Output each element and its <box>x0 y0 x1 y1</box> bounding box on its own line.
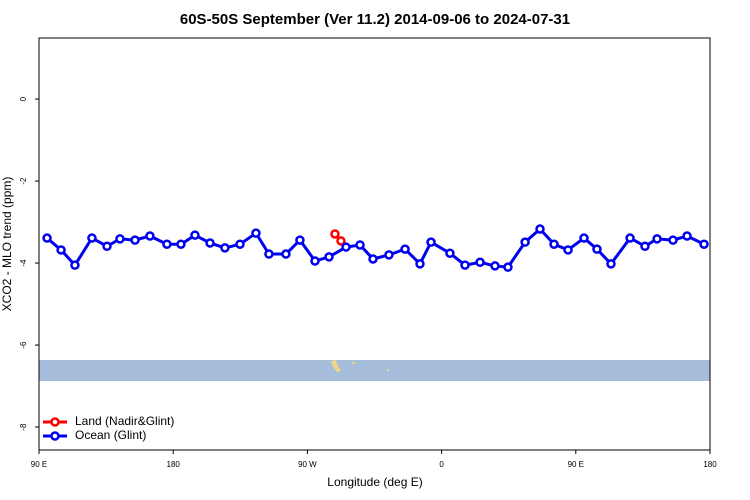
data-point <box>70 260 80 270</box>
x-tick-label: 180 <box>167 460 181 469</box>
legend-label: Land (Nadir&Glint) <box>75 414 174 428</box>
chart-title: 60S-50S September (Ver 11.2) 2014-09-06 … <box>180 11 570 28</box>
data-point <box>668 235 678 245</box>
data-point <box>324 252 334 262</box>
data-point <box>264 249 274 259</box>
data-point <box>460 260 470 270</box>
legend-marker <box>50 431 60 441</box>
data-point <box>190 230 200 240</box>
map-strip <box>39 360 710 381</box>
data-point <box>400 244 410 254</box>
y-tick-label: -8 <box>19 423 28 431</box>
data-point <box>475 257 485 267</box>
data-point <box>205 238 215 248</box>
data-point <box>368 254 378 264</box>
x-tick-label: 0 <box>439 460 444 469</box>
x-tick-label: 180 <box>703 460 717 469</box>
data-point <box>652 234 662 244</box>
data-point <box>355 240 365 250</box>
data-point <box>42 233 52 243</box>
data-point <box>145 231 155 241</box>
data-point <box>640 241 650 252</box>
data-point <box>102 241 112 252</box>
y-tick-label: -4 <box>19 259 28 267</box>
x-tick-label: 90 E <box>568 460 584 469</box>
legend-marker <box>50 417 60 427</box>
data-point <box>445 248 455 258</box>
x-axis-label: Longitude (deg E) <box>327 475 422 489</box>
data-point <box>341 242 351 252</box>
data-point <box>56 245 66 255</box>
data-point <box>535 224 545 234</box>
data-point <box>310 256 320 266</box>
data-point <box>699 239 709 249</box>
y-tick-label: -6 <box>19 341 28 349</box>
x-tick-label: 90 W <box>298 460 317 469</box>
y-axis-label: XCO2 - MLO trend (ppm) <box>0 177 14 312</box>
legend-label: Ocean (Glint) <box>75 428 146 442</box>
data-point <box>606 259 616 269</box>
data-point <box>579 233 589 243</box>
data-point <box>490 261 500 271</box>
data-point <box>87 233 97 243</box>
data-point <box>625 233 635 243</box>
data-point <box>415 259 425 269</box>
data-point <box>520 237 530 247</box>
y-tick-label: 0 <box>19 96 28 101</box>
data-point <box>592 244 602 254</box>
data-point <box>426 237 436 247</box>
y-tick-label: -2 <box>19 177 28 185</box>
data-point <box>384 250 394 260</box>
data-point <box>336 236 346 246</box>
data-point <box>115 234 125 244</box>
plot-frame <box>38 37 711 451</box>
data-point <box>220 243 230 253</box>
data-point <box>251 228 261 238</box>
data-point <box>162 239 172 249</box>
data-point <box>549 239 559 249</box>
data-point <box>503 262 513 272</box>
data-point <box>130 235 140 245</box>
x-tick-label: 90 E <box>31 460 47 469</box>
data-point <box>563 245 573 255</box>
data-point <box>281 249 291 259</box>
data-point <box>176 239 186 249</box>
data-point <box>330 229 340 239</box>
data-point <box>295 235 305 245</box>
data-point <box>235 239 245 249</box>
data-point <box>682 231 692 241</box>
